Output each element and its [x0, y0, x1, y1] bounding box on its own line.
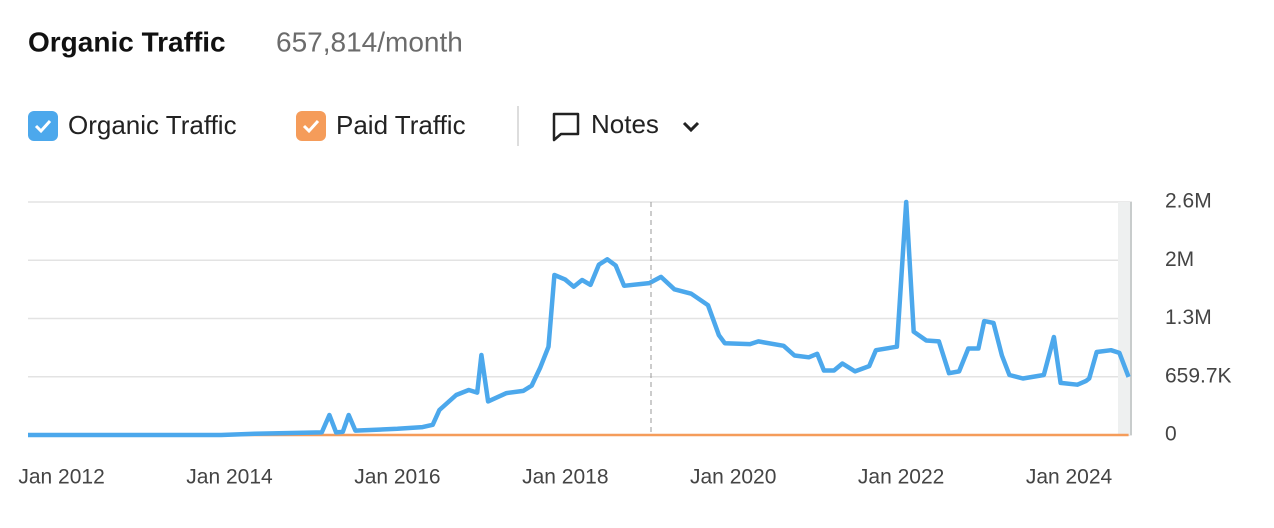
- check-icon: [302, 119, 320, 134]
- notes-label: Notes: [591, 109, 659, 139]
- x-tick-label: Jan 2012: [18, 466, 104, 489]
- y-tick-label: 2M: [1165, 248, 1194, 271]
- check-icon: [34, 119, 52, 134]
- y-tick-label: 2.6M: [1165, 190, 1212, 213]
- x-tick-label: Jan 2022: [858, 466, 944, 489]
- series-line: [28, 199, 1131, 438]
- y-tick-label: 0: [1165, 423, 1177, 446]
- legend-paid[interactable]: Paid Traffic: [296, 110, 466, 141]
- legend-organic[interactable]: Organic Traffic: [28, 110, 237, 141]
- y-tick-label: 1.3M: [1165, 306, 1212, 329]
- x-tick-label: Jan 2014: [186, 466, 273, 489]
- x-tick-label: Jan 2024: [1026, 466, 1113, 489]
- checkbox[interactable]: [296, 111, 326, 141]
- dropdown-arrow: [682, 121, 700, 133]
- title: Organic Traffic: [28, 26, 226, 57]
- range-band: [1118, 202, 1132, 435]
- notes-icon: [552, 112, 580, 142]
- y-tick-label: 659.7K: [1165, 364, 1232, 387]
- legend-label: Paid Traffic: [336, 110, 466, 140]
- legend-label: Organic Traffic: [68, 110, 237, 140]
- notes-button[interactable]: Notes: [552, 109, 700, 142]
- x-tick-label: Jan 2018: [522, 466, 608, 489]
- checkbox[interactable]: [28, 111, 58, 141]
- traffic-value: 657,814/month: [276, 26, 463, 57]
- x-tick-label: Jan 2016: [354, 466, 440, 489]
- x-tick-label: Jan 2020: [690, 466, 776, 489]
